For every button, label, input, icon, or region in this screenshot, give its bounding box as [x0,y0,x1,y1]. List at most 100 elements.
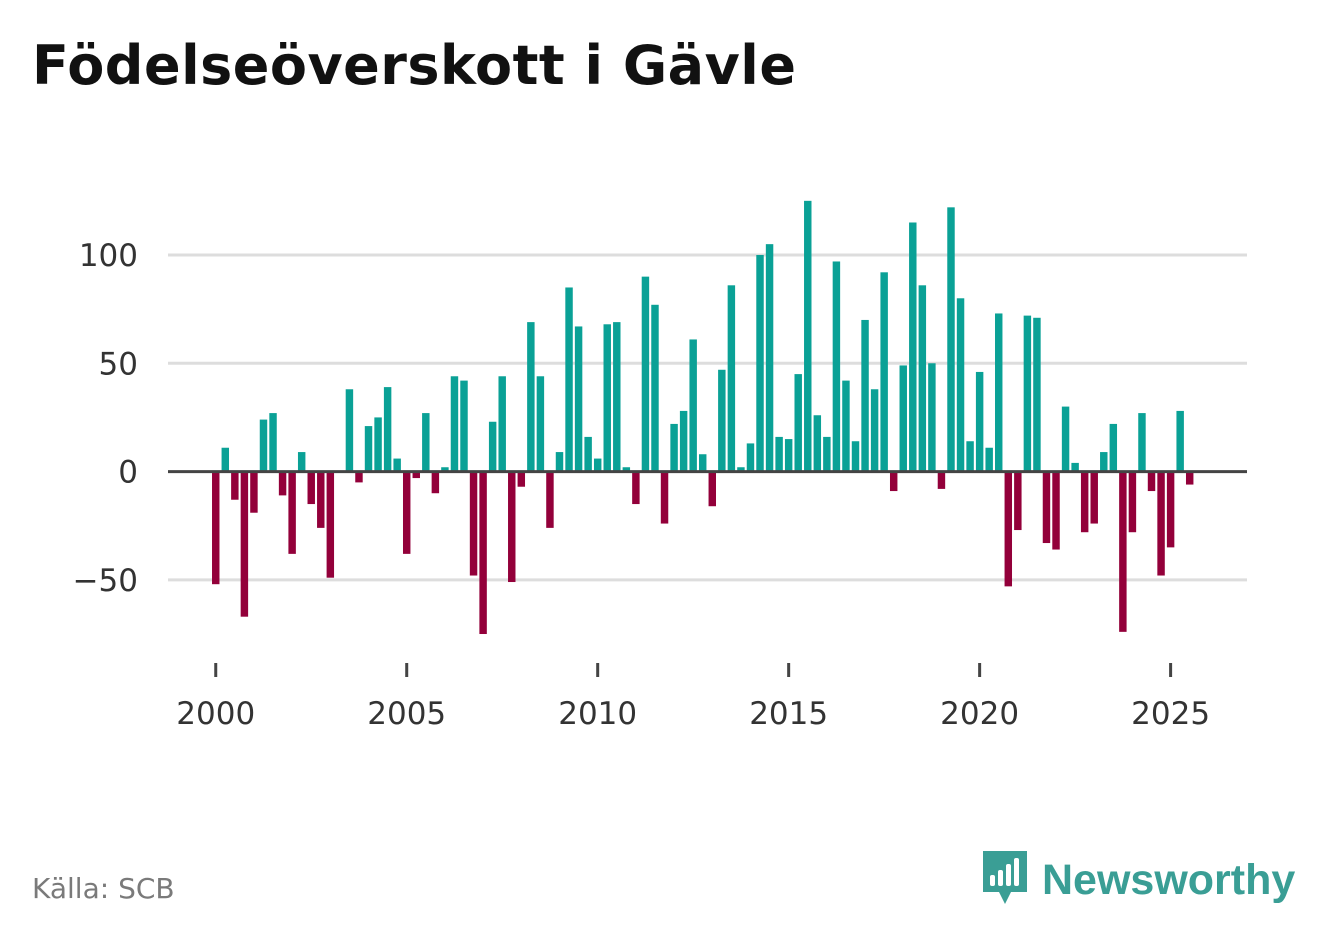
bar-negative [508,471,516,583]
bar-positive [574,326,583,472]
bar-positive [259,419,268,472]
bar-negative [431,471,440,494]
bar-positive [804,200,812,472]
bar-positive [1071,462,1079,472]
bar-negative [937,471,946,489]
bar-negative [250,471,258,513]
bar-positive [641,276,650,472]
bar-positive [651,304,659,472]
bar-positive [1138,413,1146,472]
bar-positive [450,376,459,472]
bar-positive [422,413,430,472]
bar-positive [899,365,907,472]
bar-positive [345,389,354,472]
bar-negative [660,471,669,524]
bar-positive [727,285,736,472]
bar-positive [622,467,631,472]
bar-positive [842,380,850,472]
bar-negative [1014,471,1022,531]
bar-positive [679,410,688,472]
bar-negative [240,471,249,617]
bar-negative [402,471,411,554]
bar-positive [975,371,984,472]
bar-positive [956,298,965,472]
bar-negative [632,471,640,505]
bar-positive [488,421,497,472]
bar-negative [326,471,335,578]
bar-positive [813,415,822,472]
bar-positive [756,254,764,472]
bar-negative [1052,471,1060,550]
bar-negative [1166,471,1175,548]
bar-positive [909,222,917,472]
bar-negative [1090,471,1098,524]
bar-positive [498,376,506,472]
bar-positive [565,287,573,472]
brand-logo[interactable]: Newsworthy [980,848,1295,912]
bar-positive [374,417,382,472]
bar-positive [784,439,793,472]
y-tick-label: 100 [79,238,138,274]
bar-negative [355,471,363,483]
bar-positive [1033,317,1041,472]
bar-positive [1023,315,1032,472]
bar-positive [966,441,974,472]
bar-chart-speech-bubble-icon [980,848,1030,912]
bar-positive [555,452,564,472]
bar-positive [584,436,592,472]
bar-positive [794,374,802,472]
bar-series [212,200,1194,635]
bar-negative [1042,471,1051,544]
bar-positive [441,467,449,472]
bar-negative [469,471,478,576]
bar-positive [861,319,869,472]
x-axis: 2000 2005 2010 2015 2020 2025 [176,663,1210,732]
bar-positive [1176,410,1184,472]
bar-negative [1157,471,1165,576]
bar-positive [775,436,783,472]
bar-positive [670,423,678,472]
y-tick-label: 50 [99,346,138,382]
bar-positive [297,452,306,472]
bar-positive [851,441,860,472]
bar-positive [699,454,707,472]
y-axis: 100 50 0 −50 [73,238,138,599]
bar-positive [823,436,831,472]
bar-positive [269,413,277,472]
chart-title: Födelseöverskott i Gävle [32,34,797,97]
bar-positive [536,376,545,472]
bar-positive [718,369,726,472]
x-tick-label: 2005 [367,696,446,732]
bar-negative [1119,471,1127,632]
bar-positive [737,467,745,472]
bar-negative [708,471,716,507]
bar-negative [231,471,239,500]
bar-positive [880,272,888,472]
bar-positive [918,285,927,472]
bar-positive [1109,423,1118,472]
bar-positive [603,324,611,472]
bar-positive [928,363,936,472]
bar-negative [1147,471,1156,492]
bar-negative [517,471,526,487]
bar-negative [889,471,898,492]
bar-negative [278,471,287,496]
bar-positive [1100,452,1108,472]
bar-positive [995,313,1003,472]
bar-positive [1061,406,1070,472]
bar-positive [527,322,535,472]
bar-negative [317,471,325,528]
bar-positive [221,447,230,472]
bar-positive [832,261,841,472]
bar-negative [412,471,420,479]
bar-negative [212,471,220,585]
x-tick-label: 2015 [749,696,828,732]
source-note: Källa: SCB [32,872,175,905]
bar-negative [307,471,315,505]
bar-negative [1128,471,1137,533]
bar-positive [460,380,468,472]
bar-positive [689,339,697,472]
x-tick-label: 2010 [558,696,637,732]
bar-positive [364,426,373,472]
